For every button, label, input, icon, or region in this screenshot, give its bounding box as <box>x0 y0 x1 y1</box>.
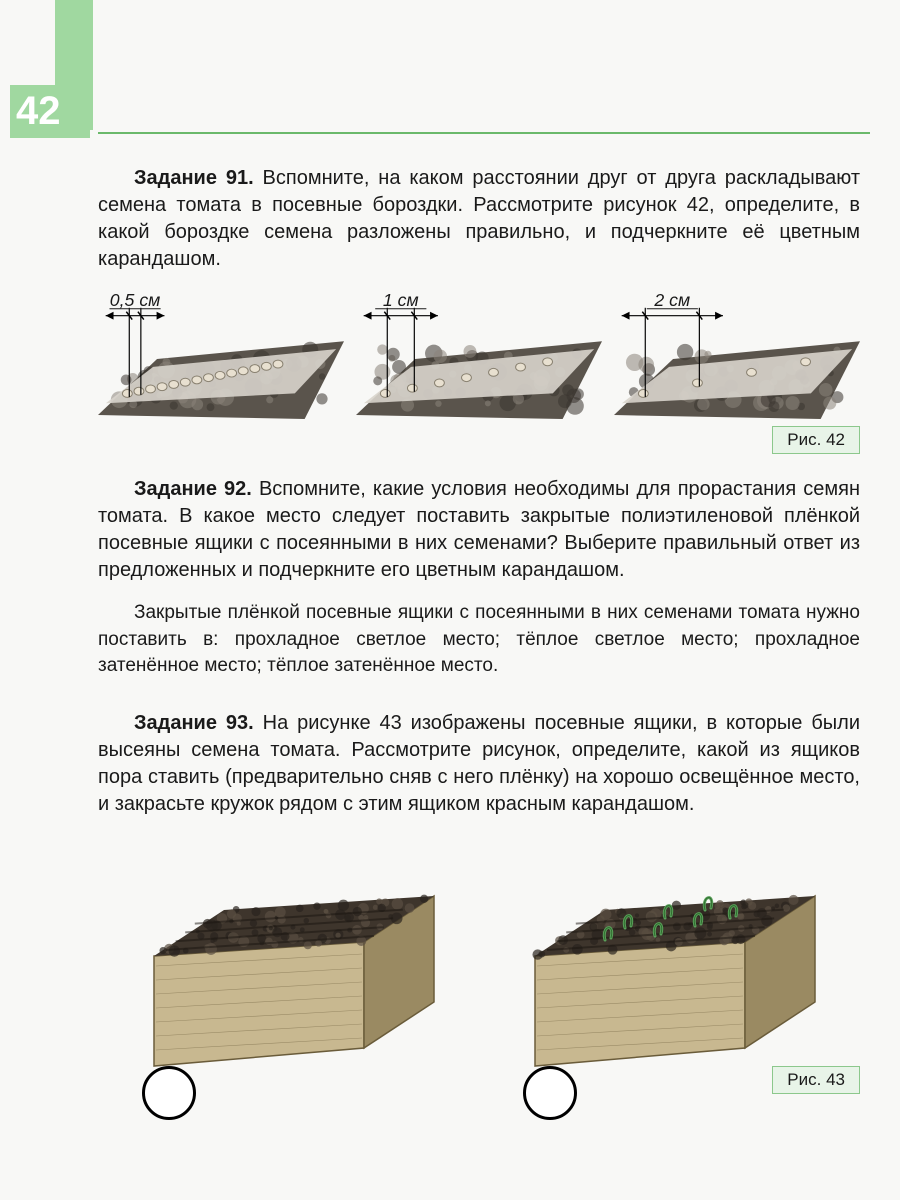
figure-42-label-wrap: Рис. 42 <box>98 426 860 454</box>
furrow-diagram: 2 см <box>614 289 860 424</box>
seed-box-diagram <box>124 836 454 1076</box>
svg-text:2 см: 2 см <box>653 290 690 310</box>
svg-text:0,5 см: 0,5 см <box>110 290 161 310</box>
figure-43-label-wrap: Рис. 43 <box>772 1066 860 1094</box>
answer-circle[interactable] <box>142 1066 196 1120</box>
figure-42-row: 0,5 см 1 см 2 см <box>98 289 860 424</box>
header-divider <box>98 132 870 134</box>
seed-box-diagram <box>505 836 835 1076</box>
page-number: 42 <box>10 85 90 138</box>
task-93-paragraph: Задание 93. На рисунке 43 изображены пос… <box>98 710 860 818</box>
task-92-options-text: Закрытые плёнкой посевные ящики с посеян… <box>98 602 860 676</box>
task-91-paragraph: Задание 91. Вспомните, на каком расстоян… <box>98 165 860 273</box>
task-92-options: Закрытые плёнкой посевные ящики с посеян… <box>98 600 860 680</box>
figure-43-label: Рис. 43 <box>772 1066 860 1094</box>
task-93-title: Задание 93. <box>134 712 254 734</box>
figure-43-area: Рис. 43 <box>98 836 860 1120</box>
task-92-paragraph: Задание 92. Вспомните, какие условия нео… <box>98 476 860 584</box>
task-92-title: Задание 92. <box>134 478 252 500</box>
answer-circles-row <box>98 1066 860 1120</box>
answer-circle[interactable] <box>523 1066 577 1120</box>
task-91-title: Задание 91. <box>134 167 254 189</box>
page-content: Задание 91. Вспомните, на каком расстоян… <box>98 165 860 1120</box>
figure-43-row <box>98 836 860 1076</box>
svg-text:1 см: 1 см <box>383 290 419 310</box>
furrow-diagram: 0,5 см <box>98 289 344 424</box>
figure-42-label: Рис. 42 <box>772 426 860 454</box>
furrow-diagram: 1 см <box>356 289 602 424</box>
